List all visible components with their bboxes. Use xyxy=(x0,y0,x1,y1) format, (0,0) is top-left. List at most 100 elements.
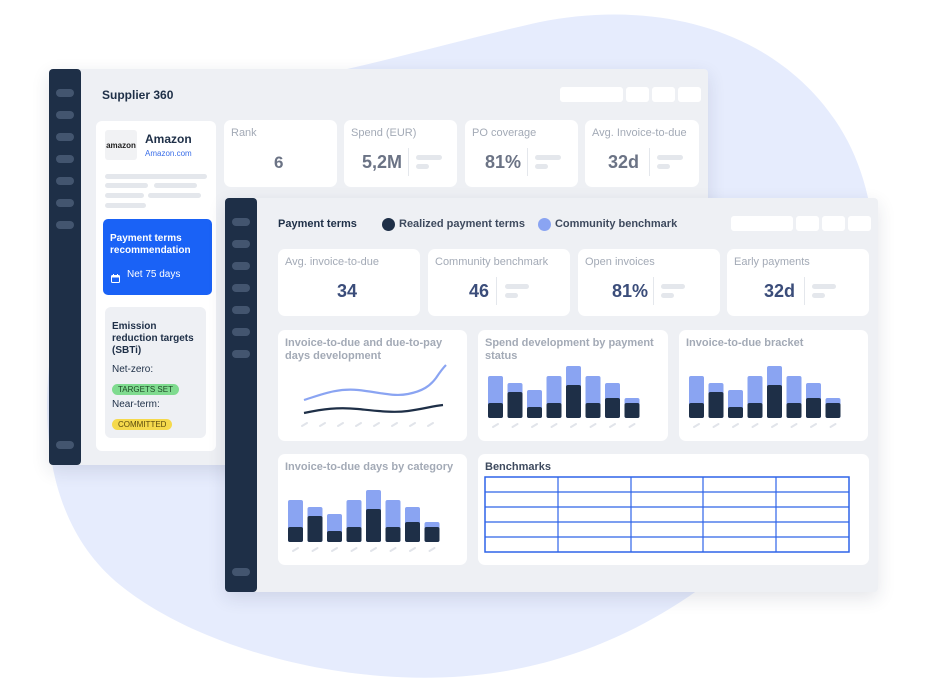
kpi-label: Avg. Invoice-to-due xyxy=(592,127,687,139)
supplier-url[interactable]: Amazon.com xyxy=(145,149,192,158)
nav-item[interactable] xyxy=(56,177,74,185)
line-chart-svg xyxy=(301,364,447,427)
realized-payment-line xyxy=(303,403,444,415)
kpi-divider xyxy=(653,277,654,305)
x-tick-placeholder xyxy=(693,423,700,428)
kpi-sparkline-placeholder xyxy=(657,155,683,160)
kpi-card-spend[interactable]: Spend (EUR) 5,2M xyxy=(344,120,457,187)
near-term-badge-wrap: COMMITTED xyxy=(112,414,173,432)
emission-title: Emission reduction targets (SBTi) xyxy=(112,321,194,356)
x-tick-placeholder xyxy=(292,547,299,552)
spend-bar-chart-svg xyxy=(488,366,640,428)
kpi-card-avg-invoice-to-due[interactable]: Avg. Invoice-to-due 32d xyxy=(585,120,699,187)
kpi-sparkline-placeholder xyxy=(505,284,529,289)
spend-development-chart[interactable]: Spend development by payment status xyxy=(478,330,668,441)
back-sidebar xyxy=(49,69,81,465)
x-tick-placeholder xyxy=(531,423,538,428)
x-tick-placeholder xyxy=(790,423,798,428)
x-tick-placeholder xyxy=(511,423,519,428)
x-tick-placeholder xyxy=(370,547,377,552)
x-tick-placeholder xyxy=(350,547,358,552)
bar-realized xyxy=(288,527,303,542)
nav-item[interactable] xyxy=(232,240,250,248)
benchmarks-table-grid xyxy=(484,476,850,553)
committed-badge: COMMITTED xyxy=(112,419,173,430)
nav-item[interactable] xyxy=(56,133,74,141)
x-tick-placeholder xyxy=(609,423,616,428)
toolbar-button[interactable] xyxy=(678,87,701,102)
toolbar-button[interactable] xyxy=(822,216,845,231)
kpi-sparkline-placeholder xyxy=(661,284,685,289)
calendar-icon xyxy=(111,270,120,283)
kpi-divider xyxy=(496,277,497,305)
kpi-label: Spend (EUR) xyxy=(351,127,417,139)
recommendation-value: Net 75 days xyxy=(127,269,181,280)
nav-item[interactable] xyxy=(56,441,74,449)
kpi-sparkline-placeholder xyxy=(812,284,836,289)
placeholder-line xyxy=(154,183,197,188)
recommendation-title: Payment terms recommendation xyxy=(110,233,191,256)
toolbar-button[interactable] xyxy=(731,216,793,231)
kpi-sparkline-placeholder xyxy=(661,293,674,298)
x-tick-placeholder xyxy=(751,423,759,428)
kpi-value: 81% xyxy=(485,152,522,172)
placeholder-line xyxy=(148,193,201,198)
bar-realized xyxy=(605,398,620,418)
bar-realized xyxy=(327,531,342,542)
benchmarks-title: Benchmarks xyxy=(485,461,552,473)
x-tick-placeholder xyxy=(331,547,338,552)
kpi-sparkline-placeholder xyxy=(535,164,548,169)
category-bar-chart-svg xyxy=(288,490,440,552)
supplier-logo: amazon xyxy=(105,130,137,160)
bar-realized xyxy=(767,385,782,418)
nav-item[interactable] xyxy=(56,155,74,163)
invoice-to-due-development-chart[interactable]: Invoice-to-due and due-to-pay days devel… xyxy=(278,330,467,441)
toolbar-button[interactable] xyxy=(626,87,649,102)
toolbar-button[interactable] xyxy=(652,87,675,102)
x-tick-placeholder xyxy=(732,423,739,428)
kpi-value: 46 xyxy=(469,281,490,301)
supplier-name: Amazon xyxy=(145,132,192,146)
invoice-to-due-bracket-chart[interactable]: Invoice-to-due bracket xyxy=(679,330,868,441)
bar-realized xyxy=(424,527,440,542)
nav-item[interactable] xyxy=(232,328,250,336)
kpi-value: 34 xyxy=(337,281,358,301)
nav-item[interactable] xyxy=(232,306,250,314)
bar-realized xyxy=(585,403,601,418)
supplier-panel: amazon Amazon Amazon.com Payment terms r… xyxy=(96,121,216,451)
bar-realized xyxy=(366,509,381,542)
benchmarks-table-card[interactable]: Benchmarks xyxy=(478,454,869,565)
x-tick-placeholder xyxy=(628,423,636,428)
toolbar-button[interactable] xyxy=(560,87,623,102)
nav-item[interactable] xyxy=(56,199,74,207)
toolbar-button[interactable] xyxy=(796,216,819,231)
kpi-card-po-coverage[interactable]: PO coverage 81% xyxy=(465,120,578,187)
nav-item[interactable] xyxy=(56,221,74,229)
kpi-card-rank[interactable]: Rank 6 xyxy=(224,120,337,187)
nav-item[interactable] xyxy=(56,89,74,97)
payment-terms-recommendation-card[interactable]: Payment terms recommendation Net 75 days xyxy=(103,219,212,295)
kpi-card-open-invoices[interactable]: Open invoices 81% xyxy=(578,249,720,316)
bar-realized xyxy=(825,403,841,418)
nav-item[interactable] xyxy=(232,218,250,226)
toolbar-button[interactable] xyxy=(848,216,871,231)
nav-item[interactable] xyxy=(232,350,250,358)
kpi-value: 32d xyxy=(764,281,796,301)
kpi-card-early-payments[interactable]: Early payments 32d xyxy=(727,249,869,316)
nav-item[interactable] xyxy=(232,568,250,576)
kpi-card-community-benchmark[interactable]: Community benchmark 46 xyxy=(428,249,570,316)
nav-item[interactable] xyxy=(232,284,250,292)
kpi-card-avg-invoice-to-due[interactable]: Avg. invoice-to-due 34 xyxy=(278,249,420,316)
bar-realized xyxy=(488,403,503,418)
legend-label-community: Community benchmark xyxy=(554,218,678,230)
bar-realized xyxy=(307,516,323,542)
nav-item[interactable] xyxy=(56,111,74,119)
page-title: Supplier 360 xyxy=(102,88,174,102)
kpi-divider xyxy=(804,277,805,305)
invoice-to-due-by-category-chart[interactable]: Invoice-to-due days by category xyxy=(278,454,467,565)
kpi-value: 5,2M xyxy=(362,152,403,172)
x-tick-placeholder xyxy=(311,547,319,552)
nav-item[interactable] xyxy=(232,262,250,270)
x-tick-placeholder xyxy=(389,547,397,552)
